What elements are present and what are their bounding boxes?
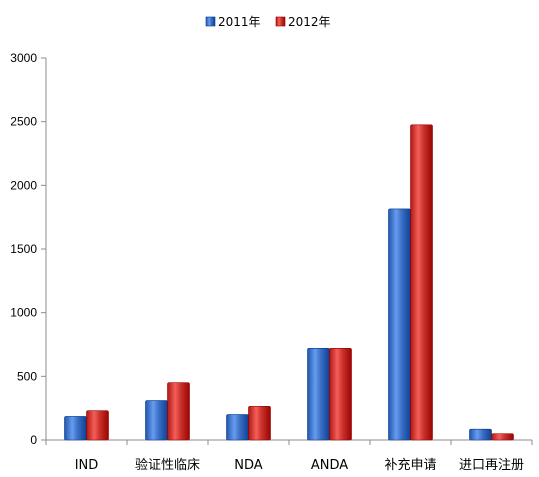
legend-label: 2012年 bbox=[288, 15, 331, 29]
bar-series-2 bbox=[248, 405, 271, 441]
bar-series-1 bbox=[469, 428, 492, 441]
x-category-label: NDA bbox=[234, 458, 263, 473]
x-category-label: 验证性临床 bbox=[135, 457, 200, 473]
axes bbox=[41, 57, 533, 445]
x-category-label: IND bbox=[75, 458, 99, 473]
bar-series-1 bbox=[226, 414, 249, 441]
legend-swatch bbox=[205, 16, 216, 27]
bar-series-2 bbox=[167, 382, 190, 441]
bar-series-1 bbox=[64, 416, 87, 441]
y-tick-label: 1500 bbox=[10, 242, 37, 256]
y-tick-label: 500 bbox=[17, 369, 37, 383]
y-tick-label: 2000 bbox=[10, 178, 37, 192]
bars bbox=[64, 124, 514, 441]
bar-series-2 bbox=[410, 124, 433, 441]
y-tick-label: 2500 bbox=[10, 115, 37, 129]
y-tick-label: 1000 bbox=[10, 306, 37, 320]
legend-swatch bbox=[275, 16, 286, 27]
axis-labels: 0 500 1000 1500 2000 2500 3000 IND 验证性临床 NDA ANDA 补… bbox=[10, 51, 524, 473]
x-category-label: 进口再注册 bbox=[459, 458, 524, 473]
legend: 2011年 2012年 bbox=[205, 15, 331, 29]
bar-series-2 bbox=[491, 433, 514, 441]
bar-series-1 bbox=[388, 208, 411, 441]
x-category-label: ANDA bbox=[311, 458, 348, 473]
bar-series-1 bbox=[307, 348, 330, 441]
legend-label: 2011年 bbox=[218, 15, 261, 29]
x-category-label: 补充申请 bbox=[384, 457, 436, 473]
bar-series-1 bbox=[145, 400, 168, 441]
bar-series-2 bbox=[329, 348, 352, 441]
y-tick-label: 3000 bbox=[10, 51, 37, 65]
bar-series-2 bbox=[86, 410, 109, 441]
y-tick-label: 0 bbox=[30, 433, 37, 447]
